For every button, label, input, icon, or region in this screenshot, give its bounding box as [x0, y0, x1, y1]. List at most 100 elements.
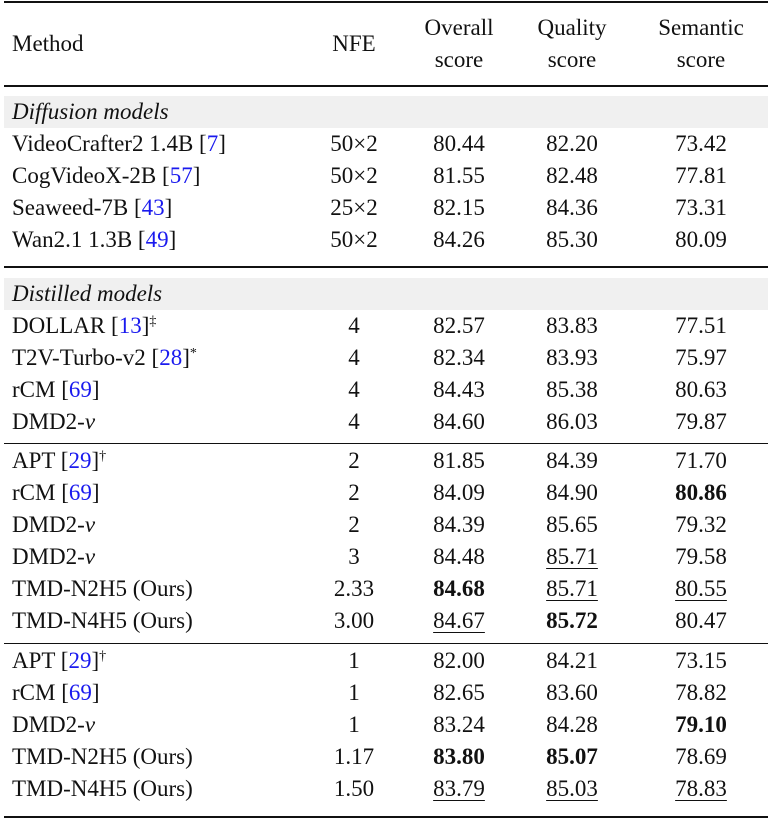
overall-score-cell: 83.79: [404, 773, 514, 805]
citation-link[interactable]: 57: [169, 163, 193, 188]
footnote-mark: *: [189, 346, 197, 361]
ref-bracket-close: ]: [91, 680, 100, 705]
semantic-score-cell-value: 79.58: [675, 544, 727, 569]
method-cell: APT [29]†: [12, 645, 106, 677]
header-method: Method: [12, 31, 84, 56]
method-name: Wan2.1 1.3B: [12, 227, 138, 252]
nfe-cell-value: 1: [348, 680, 360, 705]
method-cell: rCM [69]: [12, 477, 100, 509]
table-row: TMD-N2H5 (Ours) 1.17 83.80 85.07 78.69: [4, 741, 768, 773]
header-nfe: NFE: [332, 31, 376, 56]
quality-score-cell: 85.07: [516, 741, 628, 773]
table-row: TMD-N2H5 (Ours) 2.33 84.68 85.71 80.55: [4, 573, 768, 605]
overall-score-cell-value: 84.39: [433, 512, 485, 537]
semantic-score-cell-value: 79.32: [675, 512, 727, 537]
semantic-score-cell: 73.31: [634, 192, 768, 224]
overall-score-cell: 82.00: [404, 645, 514, 677]
quality-score-cell-value: 85.65: [546, 512, 598, 537]
semantic-score-cell-value: 79.87: [675, 409, 727, 434]
header-rule: [4, 85, 768, 87]
overall-score-cell: 84.60: [404, 406, 514, 438]
group-rule-2: [4, 643, 768, 644]
method-variant: v: [84, 712, 96, 737]
citation-link[interactable]: 49: [145, 227, 169, 252]
method-cell: rCM [69]: [12, 677, 100, 709]
semantic-score-cell: 73.42: [634, 128, 768, 160]
overall-score-cell: 84.48: [404, 541, 514, 573]
quality-score-cell-value: 86.03: [546, 409, 598, 434]
section-band-distilled: [4, 278, 768, 310]
nfe-cell-value: 4: [348, 345, 360, 370]
ref-bracket-open: [: [134, 195, 142, 220]
table-row: APT [29]† 2 81.85 84.39 71.70: [4, 445, 768, 477]
header-semantic: Semantic score: [634, 12, 768, 76]
quality-score-cell: 85.38: [516, 374, 628, 406]
ref-bracket-open: [: [111, 313, 119, 338]
semantic-score-cell-value: 78.82: [675, 680, 727, 705]
method-name: DMD2-: [12, 544, 85, 569]
table-row: APT [29]† 1 82.00 84.21 73.15: [4, 645, 768, 677]
nfe-cell: 4: [304, 310, 404, 342]
overall-score-cell-value: 82.00: [433, 648, 485, 673]
method-name: rCM: [12, 377, 62, 402]
ref-bracket-open: [: [137, 227, 146, 252]
overall-score-cell-value: 82.57: [433, 313, 485, 338]
overall-score-cell: 80.44: [404, 128, 514, 160]
overall-score-cell: 84.68: [404, 573, 514, 605]
table-row: T2V-Turbo-v2 [28]* 4 82.34 83.93 75.97: [4, 342, 768, 374]
semantic-score-cell: 78.83: [634, 773, 768, 805]
table-row: TMD-N4H5 (Ours) 1.50 83.79 85.03 78.83: [4, 773, 768, 805]
method-name: T2V-Turbo-v2: [12, 345, 152, 370]
quality-score-cell-value: 85.03: [546, 776, 598, 801]
semantic-score-cell: 77.81: [634, 160, 768, 192]
nfe-cell: 1: [304, 645, 404, 677]
ref-bracket-open: [: [60, 448, 69, 473]
table-row: rCM [69] 4 84.43 85.38 80.63: [4, 374, 768, 406]
semantic-score-cell: 75.97: [634, 342, 768, 374]
citation-link[interactable]: 13: [118, 313, 142, 338]
header-quality-line2: score: [547, 47, 597, 72]
ref-bracket-close: ]: [91, 648, 100, 673]
quality-score-cell: 82.48: [516, 160, 628, 192]
citation-link[interactable]: 29: [68, 448, 92, 473]
semantic-score-cell-value: 75.97: [675, 345, 727, 370]
overall-score-cell: 81.85: [404, 445, 514, 477]
semantic-score-cell: 77.51: [634, 310, 768, 342]
nfe-cell: 25×2: [304, 192, 404, 224]
nfe-cell: 50×2: [304, 160, 404, 192]
overall-score-cell-value: 84.67: [433, 608, 485, 633]
nfe-cell-value: 4: [348, 377, 360, 402]
quality-score-cell: 84.36: [516, 192, 628, 224]
method-cell: T2V-Turbo-v2 [28]*: [12, 342, 197, 374]
group-rule-1: [4, 443, 768, 444]
table-row: CogVideoX-2B [57] 50×2 81.55 82.48 77.81: [4, 160, 768, 192]
ref-bracket-close: ]: [164, 195, 173, 220]
method-cell: DMD2-v: [12, 509, 95, 541]
method-name: TMD-N4H5 (Ours): [12, 608, 193, 633]
quality-score-cell-value: 85.72: [546, 608, 598, 633]
overall-score-cell-value: 81.85: [433, 448, 485, 473]
citation-link[interactable]: 69: [68, 480, 92, 505]
header-overall-line1: Overall: [424, 15, 494, 40]
citation-link[interactable]: 69: [68, 377, 92, 402]
quality-score-cell-value: 84.90: [546, 480, 598, 505]
nfe-cell-value: 2: [348, 448, 360, 473]
citation-link[interactable]: 28: [159, 345, 183, 370]
semantic-score-cell-value: 80.47: [675, 608, 727, 633]
method-name: TMD-N2H5 (Ours): [12, 744, 193, 769]
ref-bracket-open: [: [162, 163, 170, 188]
quality-score-cell-value: 83.93: [546, 345, 598, 370]
semantic-score-cell: 79.32: [634, 509, 768, 541]
method-cell: APT [29]†: [12, 445, 106, 477]
overall-score-cell-value: 83.24: [433, 712, 485, 737]
method-cell: VideoCrafter2 1.4B [7]: [12, 128, 226, 160]
quality-score-cell: 83.93: [516, 342, 628, 374]
citation-link[interactable]: 29: [68, 648, 92, 673]
method-name: DMD2-: [12, 712, 85, 737]
citation-link[interactable]: 69: [68, 680, 92, 705]
method-variant: v: [84, 544, 96, 569]
citation-link[interactable]: 43: [141, 195, 165, 220]
citation-link[interactable]: 7: [206, 131, 219, 156]
table-row: VideoCrafter2 1.4B [7] 50×2 80.44 82.20 73.4…: [4, 128, 768, 160]
table-row: rCM [69] 1 82.65 83.60 78.82: [4, 677, 768, 709]
